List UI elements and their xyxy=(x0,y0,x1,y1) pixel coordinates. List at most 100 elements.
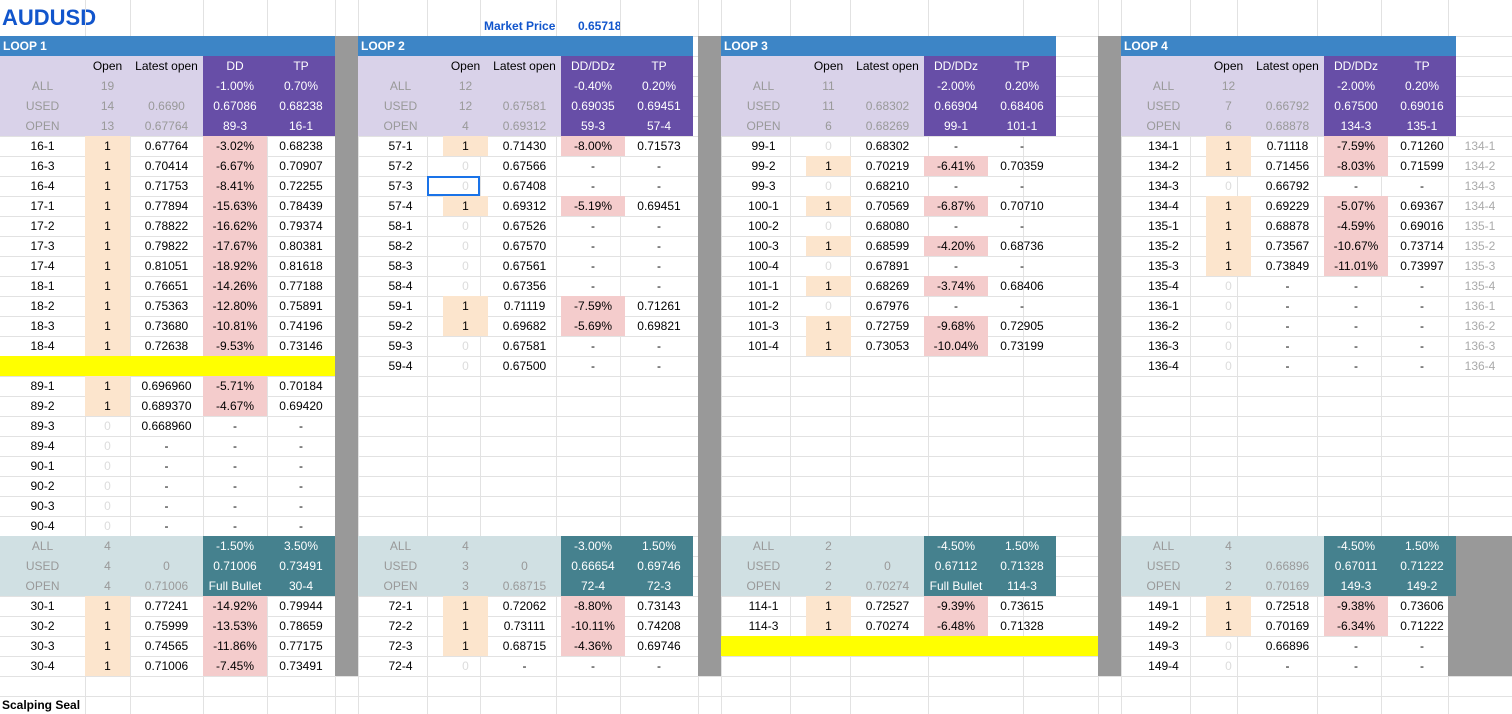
data-cell[interactable]: 0.69746 xyxy=(637,639,681,653)
row-id[interactable]: 99-1 xyxy=(751,139,776,153)
data-cell[interactable]: 0.70569 xyxy=(865,199,910,213)
data-cell[interactable]: - xyxy=(1020,259,1024,273)
summary-cell[interactable]: ALL xyxy=(0,76,85,96)
summary-cell[interactable]: 2 xyxy=(806,576,851,596)
data-cell[interactable]: 0.74196 xyxy=(279,319,323,333)
data-cell[interactable]: 0 xyxy=(104,499,111,513)
summary-cell[interactable]: 72-4 xyxy=(561,576,625,596)
data-cell[interactable]: 0.68715 xyxy=(502,639,547,653)
row-id[interactable]: 99-3 xyxy=(751,179,776,193)
column-header[interactable]: DD/DDz xyxy=(1324,56,1388,76)
summary-cell[interactable]: 4 xyxy=(85,536,130,556)
column-header[interactable]: Open xyxy=(1206,56,1251,76)
summary-cell[interactable]: 0.70274 xyxy=(851,576,924,596)
data-cell[interactable]: 0.67764 xyxy=(144,139,189,153)
data-cell[interactable]: 0.72255 xyxy=(279,179,323,193)
data-cell[interactable]: - xyxy=(1420,299,1424,313)
data-cell[interactable]: 0.68878 xyxy=(1265,219,1310,233)
data-cell[interactable]: 1 xyxy=(443,136,488,156)
column-header[interactable] xyxy=(0,56,85,76)
summary-cell[interactable]: 3 xyxy=(443,556,488,576)
data-cell[interactable]: 0 xyxy=(462,219,469,233)
data-cell[interactable]: -15.63% xyxy=(203,196,267,216)
data-cell[interactable]: -8.41% xyxy=(203,176,267,196)
summary-cell[interactable]: 0.20% xyxy=(625,76,693,96)
data-cell[interactable]: - xyxy=(299,479,303,493)
column-header[interactable]: DD/DDz xyxy=(561,56,625,76)
summary-cell[interactable]: 89-3 xyxy=(203,116,267,136)
selected-cell[interactable] xyxy=(427,176,480,196)
footer-label[interactable]: Scalping Seal xyxy=(2,698,81,712)
data-cell[interactable]: - xyxy=(1285,659,1290,673)
row-id[interactable]: 90-3 xyxy=(30,499,55,513)
data-cell[interactable]: -6.87% xyxy=(924,196,988,216)
data-cell[interactable]: 1 xyxy=(806,236,851,256)
summary-cell[interactable] xyxy=(851,76,924,96)
data-cell[interactable]: 0.69682 xyxy=(502,319,547,333)
row-id[interactable]: 58-1 xyxy=(388,219,413,233)
data-cell[interactable]: 0 xyxy=(462,159,469,173)
data-cell[interactable]: 1 xyxy=(806,276,851,296)
data-cell[interactable]: -8.00% xyxy=(561,136,625,156)
data-cell[interactable]: - xyxy=(1420,339,1424,353)
data-cell[interactable]: 0.77175 xyxy=(279,639,323,653)
data-cell[interactable]: 0.69821 xyxy=(637,319,681,333)
data-cell[interactable]: 0 xyxy=(1225,659,1232,673)
data-cell[interactable]: 0 xyxy=(462,339,469,353)
data-cell[interactable]: 0 xyxy=(1225,359,1232,373)
data-cell[interactable]: - xyxy=(657,359,661,373)
summary-cell[interactable] xyxy=(130,536,203,556)
data-cell[interactable]: 1 xyxy=(85,276,130,296)
data-cell[interactable]: - xyxy=(164,479,169,493)
summary-cell[interactable]: Full Bullet xyxy=(924,576,988,596)
data-cell[interactable]: -6.34% xyxy=(1324,616,1388,636)
data-cell[interactable]: - xyxy=(1020,299,1024,313)
column-header[interactable]: Open xyxy=(443,56,488,76)
summary-cell[interactable]: 11 xyxy=(806,76,851,96)
data-cell[interactable]: 0 xyxy=(104,459,111,473)
data-cell[interactable]: 0.67561 xyxy=(502,259,547,273)
summary-cell[interactable]: 4 xyxy=(85,556,130,576)
data-cell[interactable]: - xyxy=(657,659,661,673)
summary-cell[interactable]: 0.67112 xyxy=(924,556,988,576)
data-cell[interactable]: - xyxy=(657,259,661,273)
data-cell[interactable]: 0.70414 xyxy=(144,159,189,173)
data-cell[interactable]: - xyxy=(591,239,595,253)
summary-cell[interactable]: 0.68406 xyxy=(988,96,1056,116)
data-cell[interactable]: 0 xyxy=(1225,639,1232,653)
data-cell[interactable]: 0.77241 xyxy=(144,599,189,613)
data-cell[interactable]: - xyxy=(1420,359,1424,373)
data-cell[interactable]: 0 xyxy=(104,519,111,533)
data-cell[interactable]: -11.86% xyxy=(203,636,267,656)
summary-cell[interactable]: 6 xyxy=(806,116,851,136)
row-ref[interactable]: 136-2 xyxy=(1464,319,1496,333)
data-cell[interactable]: 0.71573 xyxy=(637,139,681,153)
summary-cell[interactable]: 0.69035 xyxy=(561,96,625,116)
summary-cell[interactable]: 3.50% xyxy=(267,536,335,556)
data-cell[interactable]: - xyxy=(657,239,661,253)
summary-cell[interactable]: OPEN xyxy=(721,576,806,596)
data-cell[interactable]: - xyxy=(299,499,303,513)
data-cell[interactable]: 0 xyxy=(104,439,111,453)
data-cell[interactable]: - xyxy=(1354,319,1358,333)
data-cell[interactable]: -4.67% xyxy=(203,396,267,416)
summary-cell[interactable]: 0.69451 xyxy=(625,96,693,116)
data-cell[interactable]: 0.67526 xyxy=(502,219,547,233)
data-cell[interactable]: -5.19% xyxy=(561,196,625,216)
summary-cell[interactable]: -1.50% xyxy=(203,536,267,556)
summary-cell[interactable]: 19 xyxy=(85,76,130,96)
summary-cell[interactable]: 149-2 xyxy=(1388,576,1456,596)
summary-cell[interactable]: 0.20% xyxy=(1388,76,1456,96)
summary-cell[interactable]: 0.69016 xyxy=(1388,96,1456,116)
summary-cell[interactable]: USED xyxy=(1121,556,1206,576)
summary-cell[interactable]: 0.73491 xyxy=(267,556,335,576)
data-cell[interactable]: - xyxy=(954,179,958,193)
data-cell[interactable]: 0 xyxy=(104,419,111,433)
row-id[interactable]: 101-1 xyxy=(748,279,779,293)
data-cell[interactable]: -9.53% xyxy=(203,336,267,356)
column-header[interactable]: Latest open xyxy=(1251,56,1324,76)
summary-cell[interactable]: 16-1 xyxy=(267,116,335,136)
data-cell[interactable]: 0.73146 xyxy=(279,339,323,353)
row-id[interactable]: 101-2 xyxy=(748,299,779,313)
row-id[interactable]: 58-3 xyxy=(388,259,413,273)
